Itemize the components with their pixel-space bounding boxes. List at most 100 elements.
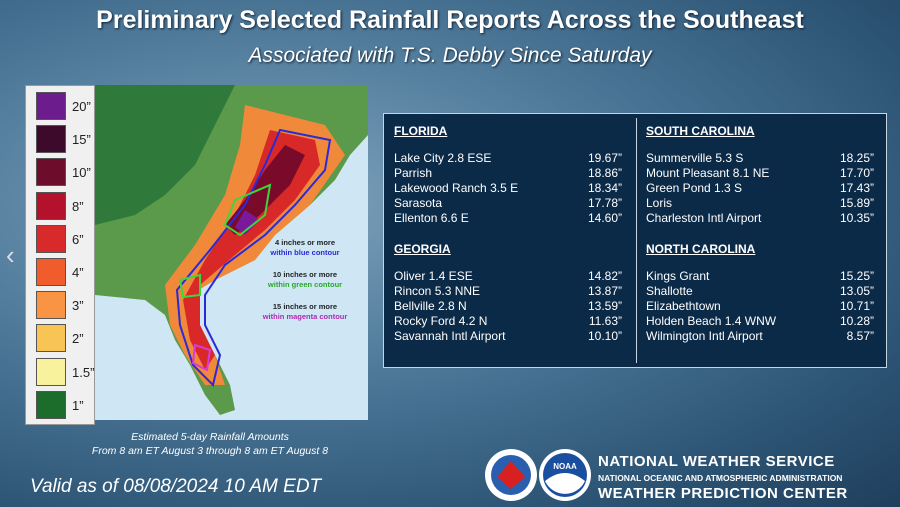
- legend-item: 1”: [32, 390, 92, 419]
- station: Rocky Ford 4.2 N: [394, 314, 488, 328]
- map-note: 10 inches or more: [273, 270, 337, 279]
- legend-item: 1.5”: [32, 357, 95, 386]
- legend-item: 2”: [32, 324, 92, 353]
- station: Summerville 5.3 S: [646, 151, 744, 165]
- magenta-contour: [191, 343, 212, 372]
- caption: From 8 am ET August 3 through 8 am ET Au…: [91, 445, 329, 457]
- legend-swatch: [36, 357, 66, 386]
- agency-line: NATIONAL OCEANIC AND ATMOSPHERIC ADMINIS…: [598, 473, 843, 483]
- station: Lake City 2.8 ESE: [394, 151, 492, 165]
- amount: 10.10”: [587, 329, 622, 343]
- report-row: Green Pond 1.3 S 17.43”: [646, 181, 874, 195]
- agency-line: WEATHER PREDICTION CENTER: [598, 485, 848, 502]
- green-contour: [178, 183, 272, 299]
- agency-line: NATIONAL WEATHER SERVICE: [598, 453, 835, 470]
- station: Elizabethtown: [646, 299, 721, 313]
- legend-swatch: [36, 125, 66, 154]
- amount: 10.35”: [839, 211, 874, 225]
- report-row: Loris 15.89”: [646, 196, 874, 210]
- blue-contour: [175, 128, 332, 387]
- rain-1in: [95, 85, 235, 225]
- report-row: Holden Beach 1.4 WNW 10.28”: [646, 314, 874, 328]
- station: Sarasota: [394, 196, 443, 210]
- table-column: SOUTH CAROLINA Summerville 5.3 S 18.25” Mou…: [636, 114, 886, 367]
- amount: 14.60”: [587, 211, 622, 225]
- state-heading: NORTH CAROLINA: [646, 242, 756, 256]
- legend-label: 8”: [72, 198, 84, 214]
- legend-item: 15”: [32, 125, 92, 154]
- legend-label: 3”: [72, 298, 84, 314]
- legend-swatch: [36, 224, 66, 253]
- legend-item: 3”: [32, 291, 92, 320]
- station: Oliver 1.4 ESE: [394, 269, 473, 283]
- report-row: Lake City 2.8 ESE 19.67”: [394, 151, 622, 165]
- report-row: Wilmington Intl Airport 8.57”: [646, 329, 874, 343]
- amount: 17.43”: [839, 181, 874, 195]
- amount: 13.59”: [587, 299, 622, 313]
- prev-arrow[interactable]: ‹: [6, 240, 15, 270]
- report-row: Mount Pleasant 8.1 NE 17.70”: [646, 166, 874, 180]
- station: Green Pond 1.3 S: [646, 181, 743, 195]
- legend-label: 1”: [72, 397, 84, 413]
- report-row: Summerville 5.3 S 18.25”: [646, 151, 874, 165]
- amount: 15.89”: [839, 196, 874, 210]
- legend-swatch: [36, 258, 66, 286]
- station: Holden Beach 1.4 WNW: [646, 314, 777, 328]
- report-row: Oliver 1.4 ESE 14.82”: [394, 269, 622, 283]
- rain-15in: [235, 210, 260, 235]
- amount: 18.25”: [839, 151, 874, 165]
- amount: 13.05”: [839, 284, 874, 298]
- amount: 17.78”: [587, 196, 622, 210]
- report-row: Shallotte 13.05”: [646, 284, 874, 298]
- legend-label: 15”: [72, 132, 91, 148]
- legend-item: 4”: [32, 258, 92, 286]
- legend-swatch: [36, 191, 66, 220]
- map-note: within blue contour: [269, 248, 339, 257]
- amount: 11.63”: [588, 314, 622, 328]
- amount: 18.86”: [587, 166, 622, 180]
- legend-item: 6”: [32, 224, 92, 253]
- amount: 10.71”: [839, 299, 874, 313]
- legend-swatch: [36, 390, 66, 419]
- report-row: Rincon 5.3 NNE 13.87”: [394, 284, 622, 298]
- report-row: Kings Grant 15.25”: [646, 269, 874, 283]
- map-note: 4 inches or more: [275, 238, 335, 247]
- station: Bellville 2.8 N: [394, 299, 467, 313]
- amount: 13.87”: [587, 284, 622, 298]
- legend-swatch: [36, 291, 66, 320]
- station: Charleston Intl Airport: [646, 211, 762, 225]
- map-note: within green contour: [267, 280, 342, 289]
- state-heading: SOUTH CAROLINA: [646, 124, 755, 138]
- legend-label: 1.5”: [72, 364, 95, 380]
- legend-label: 20”: [72, 99, 91, 114]
- legend-swatch: [36, 158, 66, 187]
- report-row: Lakewood Ranch 3.5 E 18.34”: [394, 181, 622, 195]
- logos: NOAA: [485, 449, 591, 501]
- subtitle: Associated with T.S. Debby Since Saturda…: [248, 44, 652, 67]
- amount: 15.25”: [839, 269, 874, 283]
- amount: 17.70”: [839, 166, 874, 180]
- valid-time: Valid as of 08/08/2024 10 AM EDT: [30, 476, 322, 497]
- report-row: Rocky Ford 4.2 N 11.63”: [394, 314, 622, 328]
- station: Savannah Intl Airport: [394, 329, 506, 343]
- rainfall-table: FLORIDA Lake City 2.8 ESE 19.67” Parrish 18.…: [383, 113, 887, 368]
- amount: 18.34”: [587, 181, 622, 195]
- legend: 20” 15” 10” 8” 6” 4” 3” 2” 1.5” 1”: [25, 85, 95, 425]
- legend-label: 6”: [72, 231, 84, 247]
- nws-logo: [497, 461, 525, 489]
- station: Rincon 5.3 NNE: [394, 284, 481, 298]
- noaa-logo: [545, 473, 585, 494]
- map-note: 15 inches or more: [273, 302, 337, 311]
- report-row: Bellville 2.8 N 13.59”: [394, 299, 622, 313]
- state-heading: GEORGIA: [394, 242, 451, 256]
- legend-label: 10”: [72, 165, 91, 181]
- report-row: Parrish 18.86”: [394, 166, 622, 180]
- report-row: Sarasota 17.78”: [394, 196, 622, 210]
- station: Lakewood Ranch 3.5 E: [394, 181, 519, 195]
- legend-label: 2”: [72, 331, 84, 347]
- divider: [636, 118, 637, 363]
- amount: 8.57”: [846, 329, 874, 343]
- station: Kings Grant: [646, 269, 710, 283]
